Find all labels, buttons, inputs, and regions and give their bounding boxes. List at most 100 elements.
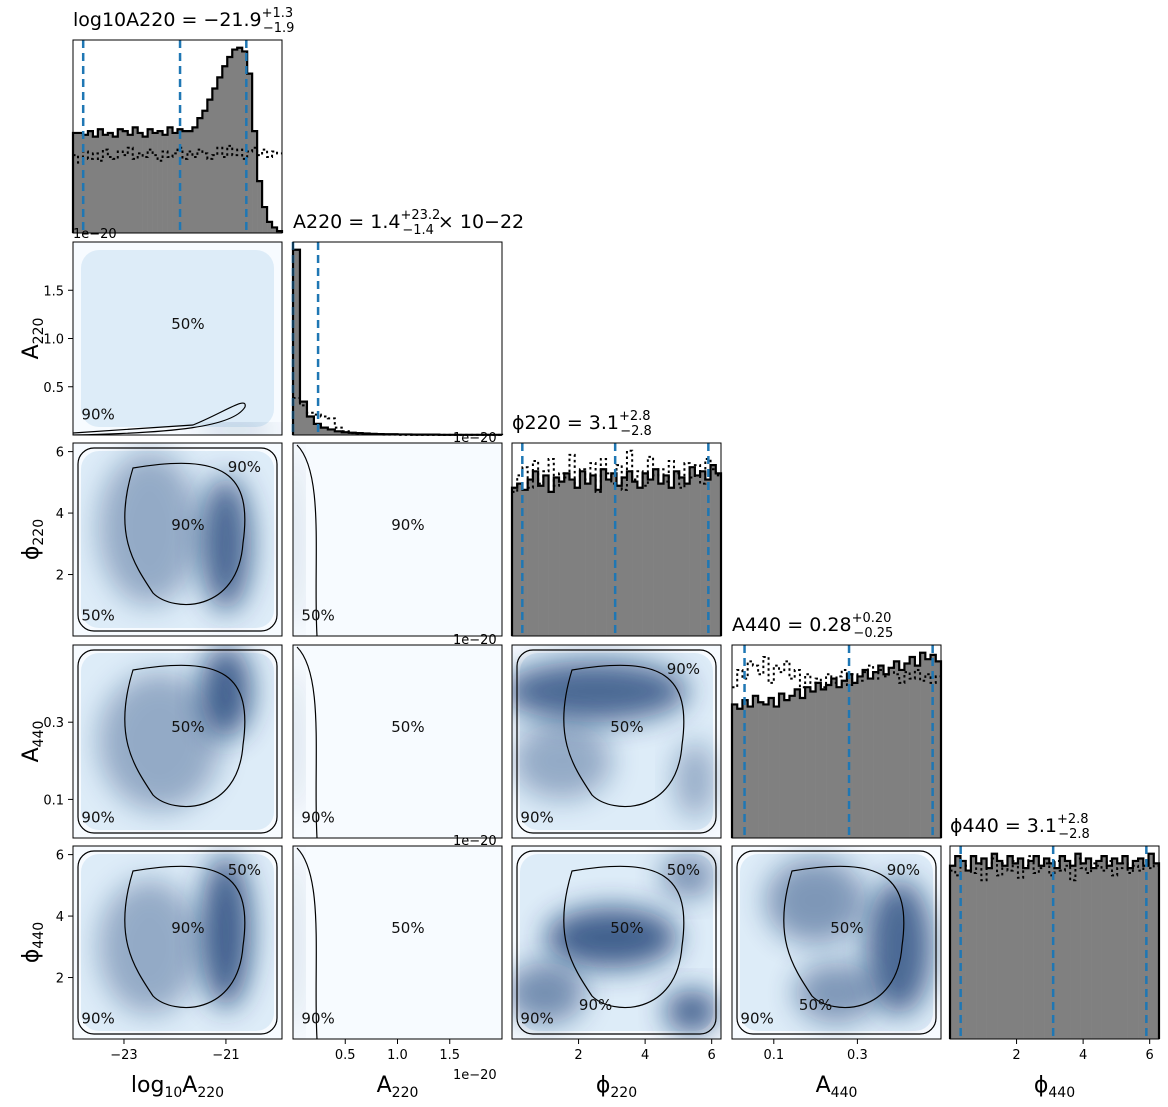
- hist-bar: [548, 491, 555, 636]
- x-tick-label: 4: [641, 1048, 649, 1063]
- hist-bar: [805, 687, 811, 838]
- hist-bar: [710, 465, 717, 636]
- hist-bar: [1012, 863, 1019, 1039]
- hist-bar: [1044, 858, 1050, 1039]
- axis-offset-label: 1e−20: [73, 227, 117, 242]
- hist-bar: [773, 706, 780, 838]
- hist-bar: [1127, 868, 1134, 1039]
- x-axis-label-A220: A220: [377, 1073, 419, 1101]
- hist-bar: [658, 483, 664, 636]
- axis-offset-label: 1e−20: [453, 431, 497, 446]
- hist-bar: [142, 136, 148, 233]
- panel-frame: [731, 845, 942, 1040]
- contour-90: [77, 649, 278, 834]
- hist-bar: [836, 687, 843, 838]
- panel-frame: [72, 644, 283, 839]
- x-tick-label: 4: [1079, 1048, 1087, 1063]
- density-layer: 90% 50%: [73, 242, 282, 435]
- hist-bar: [117, 129, 124, 233]
- contour-90: [77, 447, 278, 632]
- hist-bar: [826, 685, 832, 838]
- contour-90: [77, 850, 278, 1035]
- title-minus: −1.9: [263, 21, 295, 36]
- hist-bar: [1138, 858, 1144, 1039]
- hist-frame: [72, 39, 283, 234]
- density-blob: [195, 426, 277, 435]
- hist-bar: [222, 66, 228, 233]
- contour-label: 90%: [301, 809, 334, 827]
- hist-bar: [621, 477, 628, 636]
- contour-90: [516, 850, 717, 1035]
- hist-bar: [752, 695, 759, 838]
- contour-50: [783, 865, 905, 1008]
- x-axis-label-logA220: log10A220: [131, 1073, 224, 1101]
- density-blob: [512, 722, 612, 800]
- x-tick-label: −21: [212, 1048, 239, 1063]
- contour-90: [296, 444, 318, 636]
- hist-bar: [527, 479, 534, 636]
- contour-label: 50%: [610, 718, 643, 736]
- x-axis-label-phi440: ϕ440: [1034, 1073, 1075, 1101]
- density-blob: [98, 672, 221, 811]
- hist-bar: [799, 697, 806, 838]
- hist-bar: [1153, 863, 1160, 1039]
- x-tick-label: 2: [1012, 1048, 1020, 1063]
- hist-bar: [758, 702, 764, 838]
- density-blob: [675, 741, 716, 819]
- hist-bar: [1007, 856, 1013, 1039]
- hist-bar: [647, 479, 654, 636]
- contour-label: 90%: [301, 1010, 334, 1028]
- hist-bar: [569, 479, 575, 636]
- density-blob: [293, 851, 301, 1036]
- hist-bar: [815, 682, 822, 838]
- contour-label: 50%: [228, 861, 261, 879]
- hist-bar: [299, 401, 308, 435]
- title-plus: +2.8: [619, 409, 651, 424]
- density-layer: 90% 50% 90%: [512, 645, 721, 838]
- density-blob: [512, 962, 586, 1024]
- contour-label: 90%: [520, 809, 553, 827]
- y-tick-label: 0.1: [43, 793, 64, 808]
- density-layer: 90% 50%: [73, 645, 282, 838]
- contour-50: [563, 865, 685, 1008]
- y-tick-label: 6: [56, 849, 64, 864]
- hist-bar: [1038, 865, 1045, 1039]
- contour-label: 50%: [301, 607, 334, 625]
- panel-frame: [72, 845, 283, 1040]
- hist-bar: [177, 129, 183, 233]
- hist-panel-phi220: [510, 442, 723, 637]
- hist-bar: [112, 136, 119, 233]
- contour-50: [124, 865, 246, 1008]
- x-tick-label: 2: [574, 1048, 582, 1063]
- density-background: [293, 443, 502, 636]
- hist-bar: [981, 858, 987, 1039]
- hist-bar: [955, 856, 961, 1039]
- hist-bar: [1096, 860, 1102, 1039]
- hist-bar: [883, 674, 890, 838]
- hist-bar: [167, 127, 173, 233]
- hist-bar: [857, 676, 863, 838]
- y-tick-label: 6: [56, 446, 64, 461]
- panel-frame: [72, 442, 283, 637]
- hist-bar: [867, 678, 874, 838]
- hist-bar: [92, 136, 99, 233]
- x-axis-label-A440: A440: [816, 1073, 858, 1101]
- contour-label: 50%: [81, 607, 114, 625]
- y-axis-label-phi220: ϕ220: [19, 519, 47, 560]
- hist-bar: [532, 471, 539, 636]
- hist-bar: [747, 706, 754, 838]
- density-panel-phi440-vs-A220: 90% 50%: [292, 845, 503, 1040]
- hist-bar: [820, 689, 827, 838]
- title-A220: A220 = 1.4+23.2 −1.4 × 10−22: [293, 208, 524, 238]
- hist-bar: [1017, 858, 1024, 1039]
- x-tick-label: 1.5: [439, 1048, 460, 1063]
- title-minus: −2.8: [1058, 827, 1090, 842]
- hist-bar: [1122, 856, 1128, 1039]
- hist-bar: [1064, 860, 1071, 1039]
- density-blob: [545, 906, 679, 969]
- density-layer: 90% 50% 50% 90%: [512, 846, 721, 1039]
- x-tick-label: −23: [110, 1048, 137, 1063]
- hist-bar: [1148, 853, 1155, 1039]
- hist-bar: [950, 865, 956, 1039]
- hist-bar: [904, 663, 910, 838]
